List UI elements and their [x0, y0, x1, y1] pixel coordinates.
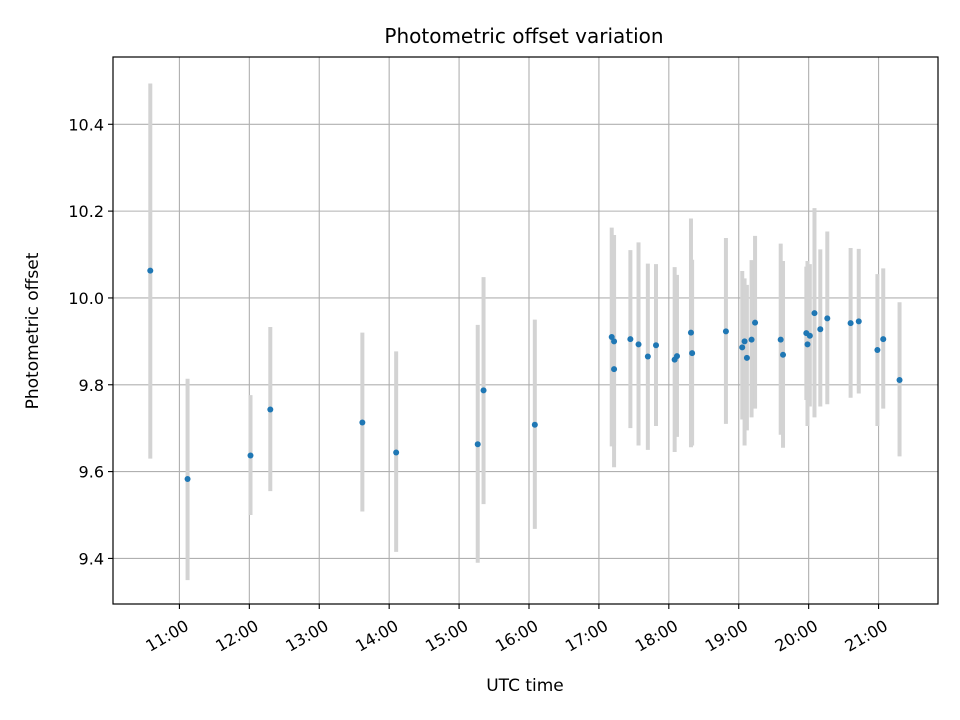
- data-point: [896, 376, 903, 383]
- data-point: [874, 347, 881, 354]
- y-tick-label: 10.4: [68, 115, 104, 134]
- data-point: [611, 338, 618, 345]
- data-point: [780, 351, 787, 358]
- data-point: [880, 336, 887, 343]
- data-point: [847, 320, 854, 327]
- data-point: [147, 267, 154, 274]
- data-point: [627, 336, 634, 343]
- data-point: [855, 318, 862, 325]
- data-point: [687, 329, 694, 336]
- data-point: [673, 353, 680, 360]
- data-point: [824, 315, 831, 322]
- data-point: [741, 338, 748, 345]
- data-point: [474, 441, 481, 448]
- data-point: [531, 421, 538, 428]
- y-tick-label: 10.0: [68, 289, 104, 308]
- data-point: [777, 336, 784, 343]
- data-point: [748, 336, 755, 343]
- plot-frame: [112, 56, 939, 605]
- data-point: [480, 387, 487, 394]
- data-point: [359, 419, 366, 426]
- y-tick-label: 9.8: [79, 376, 104, 395]
- data-point: [184, 475, 191, 482]
- data-point: [267, 406, 274, 413]
- data-point: [722, 328, 729, 335]
- y-axis-title: Photometric offset: [23, 252, 43, 409]
- data-point: [644, 353, 651, 360]
- data-point: [804, 341, 811, 348]
- data-point: [689, 350, 696, 357]
- y-tick-label: 10.2: [68, 202, 104, 221]
- data-point: [635, 341, 642, 348]
- data-point: [611, 366, 618, 373]
- y-tick-label: 9.4: [79, 549, 104, 568]
- data-points: [147, 267, 903, 482]
- data-point: [653, 342, 660, 349]
- chart-title: Photometric offset variation: [384, 24, 663, 48]
- x-axis-title: UTC time: [486, 676, 564, 696]
- data-point: [752, 319, 759, 326]
- data-point: [806, 332, 813, 339]
- data-point: [817, 326, 824, 333]
- data-point: [743, 354, 750, 361]
- data-point: [393, 449, 400, 456]
- data-point: [247, 452, 254, 459]
- data-point: [739, 344, 746, 351]
- y-tick-label: 9.6: [79, 463, 104, 482]
- data-point: [811, 310, 818, 317]
